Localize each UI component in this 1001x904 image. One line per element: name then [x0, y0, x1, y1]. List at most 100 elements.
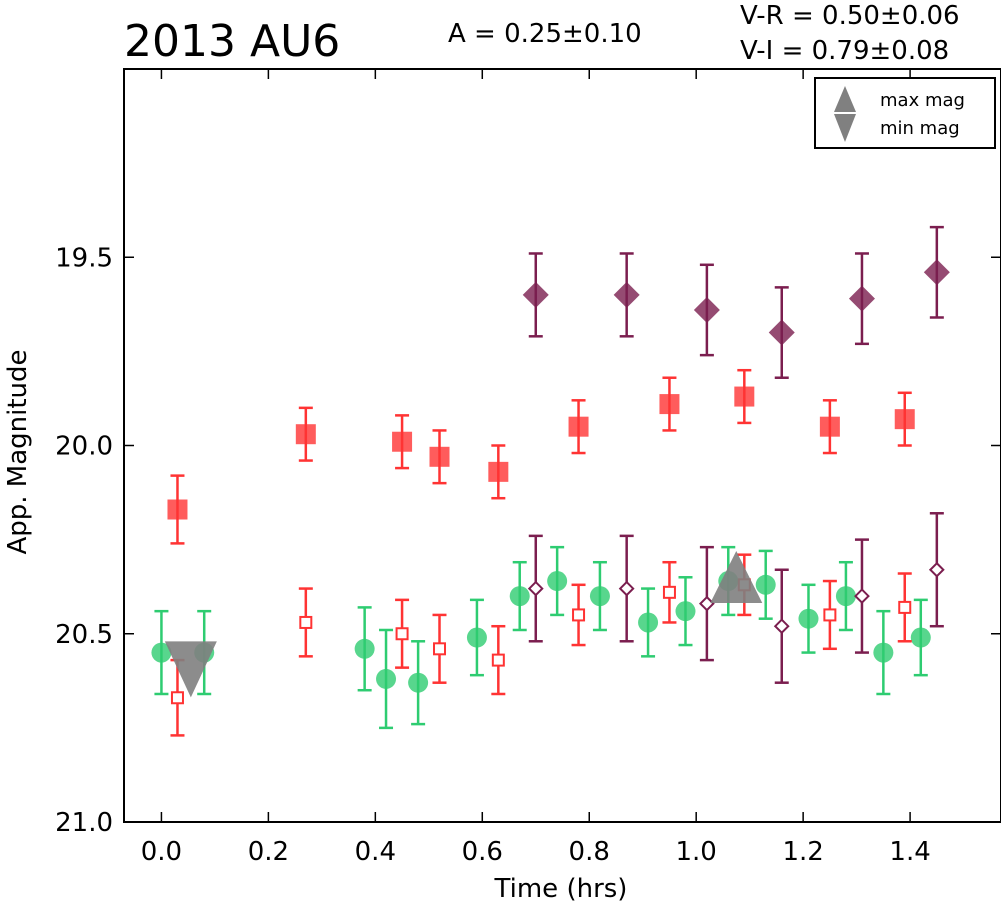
data-point [354, 606, 375, 692]
legend-max-mag-label: max mag [880, 90, 965, 111]
color-vi-label: V-I = 0.79±0.08 [740, 36, 949, 66]
data-point [873, 609, 894, 696]
marker-square [488, 461, 509, 482]
data-point [854, 538, 870, 654]
y-tick-label: 21.0 [55, 808, 113, 838]
data-point [522, 252, 549, 338]
marker-circle [873, 642, 894, 663]
data-point [395, 598, 410, 669]
marker-circle [835, 586, 856, 607]
data-point [432, 613, 447, 684]
legend: max mag min mag [814, 77, 996, 149]
data-point [822, 579, 837, 651]
data-point [835, 560, 856, 632]
y-tick-label: 19.5 [55, 243, 113, 273]
marker-diamond [698, 595, 715, 612]
marker-square [429, 446, 450, 467]
marker-square [395, 627, 409, 641]
x-tick-label: 1.2 [782, 837, 823, 867]
data-point [698, 545, 715, 662]
x-axis-label: Time (hrs) [494, 874, 628, 904]
marker-diamond [854, 588, 870, 605]
data-point [894, 391, 915, 447]
marker-diamond [768, 319, 795, 346]
data-point [167, 474, 188, 545]
data-point [466, 598, 487, 677]
x-tick-label: 1.4 [889, 837, 930, 867]
data-point [659, 376, 680, 432]
data-point [488, 444, 509, 500]
data-point [638, 587, 659, 658]
marker-circle [466, 627, 487, 648]
marker-circle [755, 574, 776, 595]
data-point [734, 368, 755, 425]
chart-marks [151, 225, 950, 737]
data-point [491, 624, 506, 696]
x-tick-label: 0.0 [141, 837, 182, 867]
data-point [429, 429, 450, 485]
y-tick-label: 20.0 [55, 432, 113, 462]
data-point [693, 263, 720, 357]
data-point [675, 576, 696, 647]
marker-square [170, 691, 184, 705]
marker-square [894, 409, 915, 430]
marker-square [392, 431, 413, 452]
marker-square [734, 386, 755, 407]
y-tick-label: 20.5 [55, 620, 113, 650]
legend-min-mag-icon [834, 114, 856, 142]
data-point [897, 572, 912, 643]
marker-circle [638, 612, 659, 633]
marker-diamond [928, 561, 945, 578]
data-point [509, 560, 530, 632]
marker-diamond [848, 285, 875, 312]
data-point [662, 560, 677, 624]
data-point [819, 399, 840, 455]
data-point [768, 286, 795, 379]
plot-frame [123, 68, 1001, 823]
marker-diamond [773, 618, 790, 635]
marker-square [572, 608, 586, 622]
data-point [295, 406, 316, 462]
marker-circle [798, 608, 819, 629]
data-point [928, 512, 945, 628]
y-axis-label: App. Magnitude [3, 349, 33, 554]
x-tick-label: 0.4 [355, 837, 396, 867]
marker-square [299, 615, 313, 629]
marker-diamond [527, 580, 544, 597]
data-point [376, 628, 397, 730]
legend-min-mag-label: min mag [880, 118, 960, 139]
data-point [392, 414, 413, 470]
x-tick-label: 0.8 [569, 837, 610, 867]
data-point [151, 609, 172, 696]
marker-square [295, 424, 316, 445]
data-point [910, 598, 931, 677]
data-point [408, 640, 429, 726]
marker-square [568, 416, 589, 437]
data-point [589, 560, 610, 632]
marker-square [898, 600, 912, 614]
marker-square [819, 416, 840, 437]
marker-circle [910, 627, 931, 648]
chart-title: 2013 AU6 [124, 16, 340, 67]
amplitude-label: A = 0.25±0.10 [448, 19, 642, 49]
data-point [618, 534, 635, 643]
x-tick-label: 0.6 [462, 837, 503, 867]
marker-diamond [693, 296, 720, 323]
marker-diamond [613, 281, 640, 308]
data-point [571, 583, 586, 647]
marker-circle [509, 586, 530, 607]
marker-square [659, 394, 680, 415]
color-vr-label: V-R = 0.50±0.06 [740, 1, 960, 31]
marker-circle [376, 668, 397, 689]
marker-diamond [618, 580, 635, 597]
legend-max-mag-icon [834, 86, 856, 112]
marker-circle [151, 642, 172, 663]
axis-ticks: 0.0 0.2 0.4 0.6 0.8 1.0 1.2 1.4 19.5 20.0 20.5 21.0 [55, 69, 1001, 867]
marker-square [662, 585, 676, 599]
marker-circle [408, 672, 429, 693]
marker-square [823, 608, 837, 622]
marker-square [433, 642, 447, 656]
marker-circle [547, 571, 568, 592]
x-tick-label: 1.0 [676, 837, 717, 867]
